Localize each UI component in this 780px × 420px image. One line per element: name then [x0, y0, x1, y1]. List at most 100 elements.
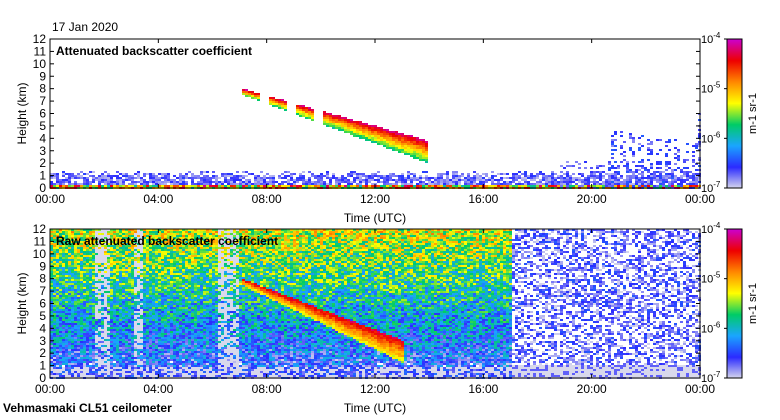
y-tick-label: 3	[39, 334, 46, 348]
colorbar-band	[727, 264, 742, 266]
colorbar-band	[727, 290, 742, 292]
colorbar-band	[727, 133, 742, 135]
colorbar-band	[727, 345, 742, 347]
colorbar-band	[727, 100, 742, 102]
colorbar-band	[727, 231, 742, 233]
colorbar-band	[727, 160, 742, 162]
colorbar-band	[727, 341, 742, 343]
colorbar-band	[727, 309, 742, 311]
colorbar-band	[727, 287, 742, 289]
colorbar-band	[727, 343, 742, 345]
colorbar-band	[727, 127, 742, 129]
colorbar-band	[727, 95, 742, 97]
colorbar-band	[727, 339, 742, 341]
colorbar-tick-label: 10-4	[701, 31, 721, 46]
colorbar-band	[727, 373, 742, 375]
colorbar-band	[727, 148, 742, 150]
colorbar-band	[727, 310, 742, 312]
colorbar-frame	[726, 38, 743, 189]
colorbar-band	[727, 260, 742, 262]
colorbar-band	[727, 267, 742, 269]
x-tick-label: 00:00	[35, 382, 65, 396]
y-tick-label: 5	[39, 119, 46, 133]
colorbar-band	[727, 355, 742, 357]
colorbar-band	[727, 365, 742, 367]
y-tick-label: 12	[33, 222, 47, 236]
colorbar-band	[727, 65, 742, 67]
colorbar-band	[727, 245, 742, 247]
y-tick-label: 8	[39, 82, 46, 96]
colorbar-band	[727, 265, 742, 267]
y-tick-label: 9	[39, 259, 46, 273]
colorbar-band	[727, 172, 742, 174]
colorbar-tick-label: 10-6	[701, 320, 721, 335]
colorbar-band	[727, 352, 742, 354]
colorbar-band	[727, 179, 742, 181]
colorbar-band	[727, 298, 742, 300]
colorbar-band	[727, 96, 742, 98]
colorbar-band	[727, 104, 742, 106]
colorbar-tick-label: 10-4	[701, 221, 721, 236]
colorbar-band	[727, 364, 742, 366]
colorbar-band	[727, 41, 742, 43]
y-tick-label: 5	[39, 309, 46, 323]
colorbar-band	[727, 361, 742, 363]
colorbar-band	[727, 176, 742, 178]
colorbar-band	[727, 324, 742, 326]
colorbar-band	[727, 109, 742, 111]
colorbar-band	[727, 93, 742, 95]
colorbar-band	[727, 150, 742, 152]
colorbar-band	[727, 311, 742, 313]
colorbar-band	[727, 326, 742, 328]
x-tick-label: 08:00	[252, 382, 282, 396]
colorbar-band	[727, 268, 742, 270]
colorbar-band	[727, 53, 742, 55]
colorbar-band	[727, 359, 742, 361]
colorbar-band	[727, 289, 742, 291]
colorbar-band	[727, 236, 742, 238]
colorbar-band	[727, 52, 742, 54]
colorbar-band	[727, 135, 742, 137]
colorbar-band	[727, 362, 742, 364]
colorbar-band	[727, 338, 742, 340]
colorbar-band	[727, 274, 742, 276]
colorbar-band	[727, 307, 742, 309]
colorbar-band	[727, 320, 742, 322]
colorbar-band	[727, 71, 742, 73]
colorbar-band	[727, 50, 742, 52]
colorbar-tick-label: 10-5	[701, 81, 721, 96]
colorbar-band	[727, 170, 742, 172]
x-tick-label: 04:00	[143, 192, 173, 206]
colorbar-band	[727, 277, 742, 279]
y-tick-label: 1	[39, 169, 46, 183]
colorbar-band	[727, 115, 742, 117]
x-tick-label: 08:00	[252, 192, 282, 206]
colorbar-band	[727, 157, 742, 159]
colorbar-band	[727, 123, 742, 125]
colorbar-band	[727, 315, 742, 317]
colorbar-band	[727, 337, 742, 339]
colorbar-band	[727, 239, 742, 241]
colorbar-band	[727, 262, 742, 264]
y-tick-label: 10	[33, 247, 47, 261]
colorbar-band	[727, 242, 742, 244]
colorbar-band	[727, 363, 742, 365]
colorbar-band	[727, 251, 742, 253]
colorbar-band	[727, 103, 742, 105]
panel-title: Raw attenuated backscatter coefficient	[56, 234, 278, 248]
colorbar-band	[727, 372, 742, 374]
colorbar-band	[727, 126, 742, 128]
colorbar-band	[727, 246, 742, 248]
colorbar-band	[727, 375, 742, 377]
colorbar-band	[727, 313, 742, 315]
colorbar-band	[727, 121, 742, 123]
colorbar-band	[727, 295, 742, 297]
colorbar-band	[727, 165, 742, 167]
colorbar-band	[727, 249, 742, 251]
colorbar-band	[727, 321, 742, 323]
colorbar-band	[727, 349, 742, 351]
colorbar-band	[727, 333, 742, 335]
colorbar-band	[727, 367, 742, 369]
colorbar-band	[727, 257, 742, 259]
colorbar-band	[727, 177, 742, 179]
